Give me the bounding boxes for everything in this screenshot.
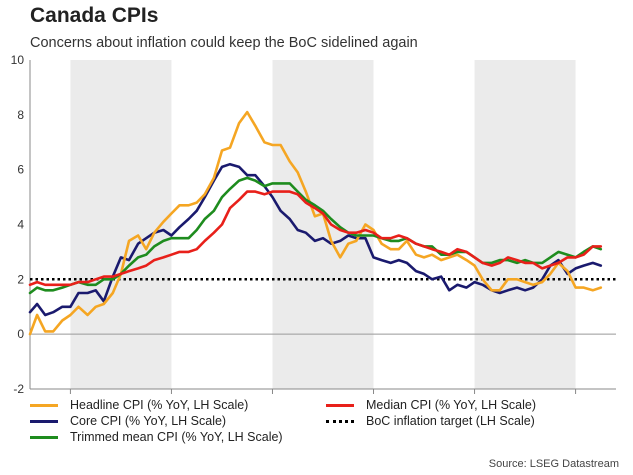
- y-tick-label-5: 8: [17, 108, 24, 122]
- y-tick-label-3: 4: [17, 218, 24, 232]
- legend-item-headline: Headline CPI (% YoY, LH Scale): [30, 398, 248, 412]
- legend-item-core: Core CPI (% YoY, LH Scale): [30, 414, 226, 428]
- legend-label-trimmed: Trimmed mean CPI (% YoY, LH Scale): [70, 430, 283, 444]
- legend: Headline CPI (% YoY, LH Scale) Median CP…: [30, 398, 620, 460]
- series-line-headline: [28, 110, 603, 336]
- shade-band-2022: [272, 60, 374, 389]
- series-lines: [28, 110, 616, 336]
- y-tick-label-0: -2: [13, 382, 24, 395]
- chart-title: Canada CPIs: [30, 4, 159, 27]
- source-note: Source: LSEG Datastream: [488, 458, 619, 470]
- y-tick-label-1: 0: [17, 327, 24, 341]
- y-tick-label-6: 10: [11, 53, 25, 67]
- legend-item-trimmed: Trimmed mean CPI (% YoY, LH Scale): [30, 430, 283, 444]
- legend-item-median: Median CPI (% YoY, LH Scale): [326, 398, 536, 412]
- chart-subtitle: Concerns about inflation could keep the …: [30, 35, 418, 51]
- legend-item-target: BoC inflation target (LH Scale): [326, 414, 535, 428]
- legend-label-headline: Headline CPI (% YoY, LH Scale): [70, 398, 249, 412]
- y-tick-label-2: 2: [17, 272, 24, 286]
- legend-swatch-trimmed: [30, 435, 58, 439]
- legend-label-core: Core CPI (% YoY, LH Scale): [70, 414, 227, 428]
- year-shading: [70, 60, 576, 389]
- shade-band-2020: [70, 60, 172, 389]
- y-tick-label-4: 6: [17, 163, 24, 177]
- legend-swatch-headline: [30, 403, 58, 407]
- shade-band-2024: [474, 60, 576, 389]
- legend-label-target: BoC inflation target (LH Scale): [366, 414, 535, 428]
- legend-swatch-target: [326, 419, 354, 423]
- series-line-median: [28, 190, 603, 287]
- legend-swatch-median: [326, 403, 354, 407]
- legend-label-median: Median CPI (% YoY, LH Scale): [366, 398, 537, 412]
- y-tick-labels: -2 0 2 4 6 8 10: [11, 53, 25, 395]
- legend-swatch-core: [30, 419, 58, 423]
